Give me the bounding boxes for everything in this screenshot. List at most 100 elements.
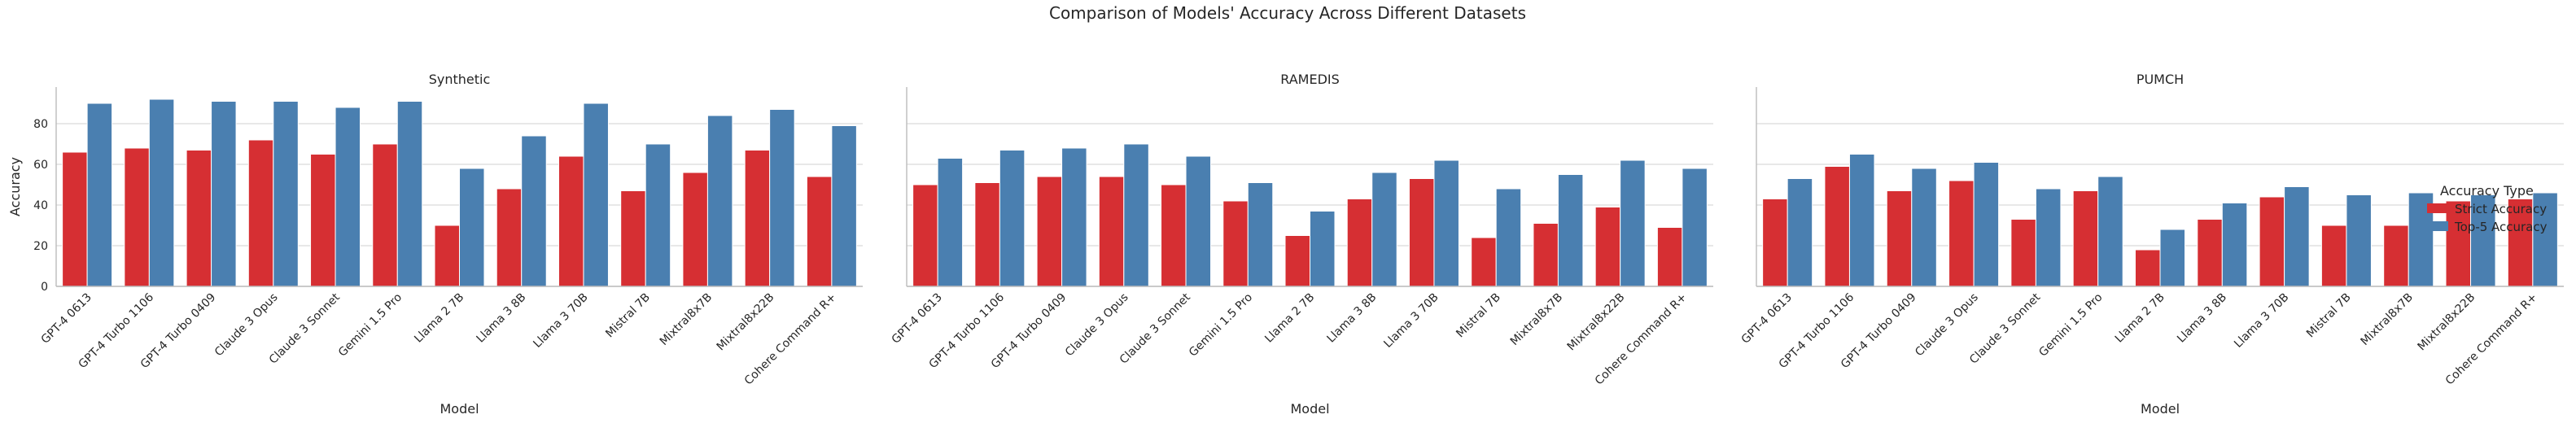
bar bbox=[1247, 182, 1274, 287]
bar bbox=[1185, 155, 1212, 287]
bar bbox=[186, 150, 212, 287]
bar bbox=[1408, 178, 1435, 287]
x-tick-label: Mixtral8x22B bbox=[2416, 291, 2478, 354]
bar bbox=[1310, 211, 1336, 287]
legend-title: Accuracy Type bbox=[2440, 183, 2534, 199]
bar bbox=[583, 103, 609, 287]
bar bbox=[2284, 186, 2310, 287]
panel-title: PUMCH bbox=[2136, 72, 2184, 87]
x-tick-label: Mistral 7B bbox=[603, 291, 653, 341]
x-tick-label: GPT-4 0613 bbox=[39, 291, 94, 347]
bar bbox=[2097, 176, 2123, 287]
bar bbox=[1346, 199, 1373, 287]
bar bbox=[1848, 154, 1875, 287]
legend-label: Strict Accuracy bbox=[2455, 202, 2547, 216]
bar bbox=[1557, 174, 1584, 287]
bar bbox=[1787, 178, 1813, 287]
x-tick-label: Mixtral8x7B bbox=[2359, 291, 2416, 348]
bar bbox=[1161, 184, 1187, 287]
x-tick-label: Llama 3 70B bbox=[2232, 291, 2291, 351]
bar bbox=[2197, 219, 2223, 287]
y-tick-label: 0 bbox=[41, 281, 48, 294]
bar bbox=[273, 101, 299, 287]
x-tick-label: Mistral 7B bbox=[1454, 291, 1503, 341]
bar bbox=[86, 103, 113, 287]
bar bbox=[2134, 249, 2161, 287]
bar bbox=[1036, 176, 1063, 287]
x-tick-label: Llama 3 8B bbox=[2175, 291, 2229, 346]
legend-label: Top-5 Accuracy bbox=[2454, 220, 2548, 234]
bar bbox=[706, 115, 733, 287]
bar bbox=[1371, 172, 1397, 287]
bar bbox=[1495, 188, 1522, 287]
bar bbox=[1656, 227, 1683, 287]
bar bbox=[999, 150, 1026, 287]
bar bbox=[1948, 180, 1975, 287]
x-tick-label: Claude 3 Opus bbox=[212, 291, 281, 360]
x-tick-label: Llama 2 7B bbox=[1262, 291, 1317, 346]
bar bbox=[1533, 223, 1559, 287]
x-axis-label: Model bbox=[440, 401, 479, 417]
x-tick-label: Gemini 1.5 Pro bbox=[1187, 291, 1255, 360]
bar bbox=[744, 150, 771, 287]
bar bbox=[2072, 190, 2099, 287]
bar bbox=[769, 109, 795, 287]
bar bbox=[2507, 199, 2534, 287]
x-tick-label: Gemini 1.5 Pro bbox=[2036, 291, 2105, 360]
bar bbox=[2010, 219, 2036, 287]
legend-swatch bbox=[2427, 203, 2448, 213]
y-tick-label: 80 bbox=[33, 118, 48, 131]
bar bbox=[396, 101, 423, 287]
bar bbox=[1433, 159, 1459, 287]
bar bbox=[247, 139, 274, 287]
bar bbox=[1824, 166, 1850, 287]
x-tick-label: Llama 3 8B bbox=[1325, 291, 1380, 346]
y-tick-label: 20 bbox=[33, 240, 48, 253]
bar bbox=[806, 176, 833, 287]
bar bbox=[1098, 176, 1125, 287]
x-tick-label: Claude 3 Opus bbox=[1913, 291, 1981, 360]
bar bbox=[1620, 159, 1646, 287]
panel-title: RAMEDIS bbox=[1280, 72, 1340, 87]
bar bbox=[459, 168, 485, 287]
panel-title: Synthetic bbox=[429, 72, 491, 87]
bar bbox=[2346, 194, 2372, 287]
x-tick-label: Claude 3 Opus bbox=[1063, 291, 1131, 360]
bar bbox=[211, 101, 237, 287]
x-tick-label: GPT-4 0613 bbox=[890, 291, 945, 347]
x-tick-label: Mistral 7B bbox=[2304, 291, 2354, 341]
legend-swatch bbox=[2427, 221, 2448, 231]
bar bbox=[496, 188, 523, 287]
bar bbox=[2259, 196, 2285, 287]
chart-title: Comparison of Models' Accuracy Across Di… bbox=[1049, 3, 1526, 23]
bar bbox=[372, 143, 398, 287]
bar bbox=[434, 225, 460, 287]
bar bbox=[2445, 200, 2472, 287]
x-tick-label: GPT-4 0613 bbox=[1739, 291, 1795, 347]
bar bbox=[1911, 168, 1937, 287]
bar bbox=[558, 155, 584, 287]
bar bbox=[124, 147, 150, 287]
x-tick-label: Llama 2 7B bbox=[2113, 291, 2167, 346]
bar bbox=[1284, 235, 1310, 287]
bar bbox=[310, 154, 336, 287]
x-tick-label: Llama 3 70B bbox=[1381, 291, 1441, 351]
bar bbox=[1594, 207, 1621, 287]
bar bbox=[831, 125, 857, 287]
bar bbox=[682, 172, 708, 287]
bar bbox=[1123, 143, 1149, 287]
bar bbox=[937, 158, 964, 287]
y-tick-label: 40 bbox=[33, 199, 48, 212]
x-tick-label: Gemini 1.5 Pro bbox=[336, 291, 405, 360]
bar bbox=[2532, 192, 2558, 287]
bar bbox=[1886, 190, 1913, 287]
bar bbox=[1973, 162, 2000, 287]
x-tick-label: Llama 2 7B bbox=[412, 291, 466, 346]
x-axis-label: Model bbox=[2141, 401, 2180, 417]
x-tick-label: Llama 3 8B bbox=[475, 291, 529, 346]
bar bbox=[1222, 200, 1249, 287]
bar bbox=[1061, 147, 1087, 287]
x-tick-label: Mixtral8x7B bbox=[1508, 291, 1565, 348]
